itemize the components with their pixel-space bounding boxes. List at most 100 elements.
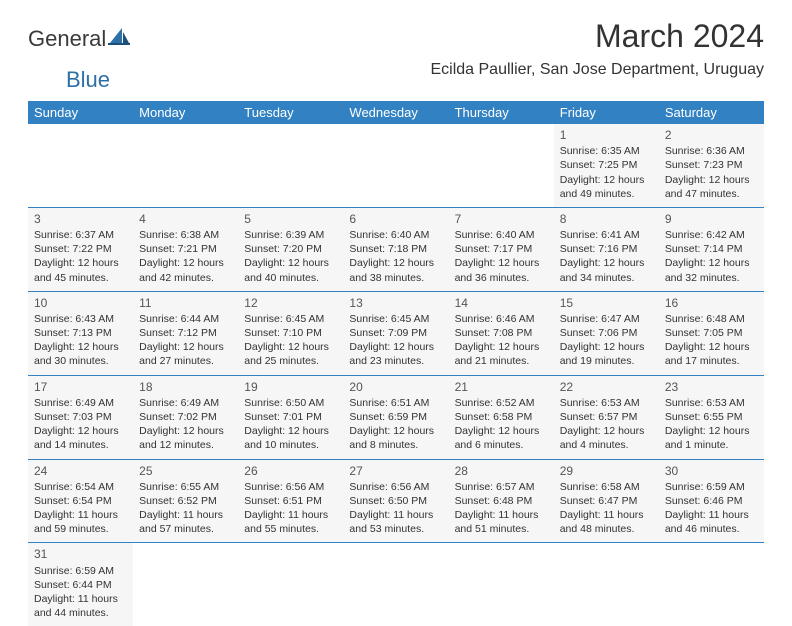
sunset-text: Sunset: 6:55 PM [665,410,758,424]
sunset-text: Sunset: 7:20 PM [244,242,337,256]
sunset-text: Sunset: 7:06 PM [560,326,653,340]
day-number: 9 [665,211,758,227]
calendar-cell: 11Sunrise: 6:44 AMSunset: 7:12 PMDayligh… [133,292,238,375]
daylight-text: Daylight: 12 hours and 4 minutes. [560,424,653,452]
sunrise-text: Sunrise: 6:37 AM [34,228,127,242]
calendar-cell: 30Sunrise: 6:59 AMSunset: 6:46 PMDayligh… [659,460,764,543]
day-header: Thursday [449,101,554,124]
sunrise-text: Sunrise: 6:52 AM [455,396,548,410]
sunset-text: Sunset: 7:02 PM [139,410,232,424]
day-number: 6 [349,211,442,227]
calendar-cell: 31Sunrise: 6:59 AMSunset: 6:44 PMDayligh… [28,543,133,626]
sunrise-text: Sunrise: 6:42 AM [665,228,758,242]
day-number: 1 [560,127,653,143]
day-number: 18 [139,379,232,395]
sunset-text: Sunset: 6:57 PM [560,410,653,424]
calendar-cell: 6Sunrise: 6:40 AMSunset: 7:18 PMDaylight… [343,208,448,291]
sunrise-text: Sunrise: 6:47 AM [560,312,653,326]
day-number: 13 [349,295,442,311]
sunset-text: Sunset: 6:46 PM [665,494,758,508]
daylight-text: Daylight: 12 hours and 14 minutes. [34,424,127,452]
sunrise-text: Sunrise: 6:59 AM [665,480,758,494]
calendar-cell [343,543,448,626]
sunrise-text: Sunrise: 6:50 AM [244,396,337,410]
sunrise-text: Sunrise: 6:57 AM [455,480,548,494]
day-header: Monday [133,101,238,124]
sunrise-text: Sunrise: 6:45 AM [244,312,337,326]
calendar: Sunday Monday Tuesday Wednesday Thursday… [28,101,764,626]
day-number: 22 [560,379,653,395]
sunrise-text: Sunrise: 6:43 AM [34,312,127,326]
calendar-cell [238,124,343,207]
day-header: Tuesday [238,101,343,124]
calendar-cell: 22Sunrise: 6:53 AMSunset: 6:57 PMDayligh… [554,376,659,459]
daylight-text: Daylight: 12 hours and 30 minutes. [34,340,127,368]
daylight-text: Daylight: 12 hours and 32 minutes. [665,256,758,284]
calendar-cell [659,543,764,626]
day-number: 7 [455,211,548,227]
sunrise-text: Sunrise: 6:35 AM [560,144,653,158]
daylight-text: Daylight: 11 hours and 44 minutes. [34,592,127,620]
calendar-row: 17Sunrise: 6:49 AMSunset: 7:03 PMDayligh… [28,376,764,460]
sunset-text: Sunset: 6:50 PM [349,494,442,508]
calendar-header-row: Sunday Monday Tuesday Wednesday Thursday… [28,101,764,124]
day-number: 16 [665,295,758,311]
daylight-text: Daylight: 12 hours and 38 minutes. [349,256,442,284]
daylight-text: Daylight: 12 hours and 49 minutes. [560,173,653,201]
daylight-text: Daylight: 11 hours and 48 minutes. [560,508,653,536]
day-number: 17 [34,379,127,395]
sunrise-text: Sunrise: 6:56 AM [349,480,442,494]
sunset-text: Sunset: 7:12 PM [139,326,232,340]
sunset-text: Sunset: 7:13 PM [34,326,127,340]
sunset-text: Sunset: 7:08 PM [455,326,548,340]
day-number: 25 [139,463,232,479]
day-number: 14 [455,295,548,311]
sunrise-text: Sunrise: 6:39 AM [244,228,337,242]
calendar-cell [554,543,659,626]
daylight-text: Daylight: 12 hours and 45 minutes. [34,256,127,284]
calendar-cell: 29Sunrise: 6:58 AMSunset: 6:47 PMDayligh… [554,460,659,543]
sunset-text: Sunset: 7:17 PM [455,242,548,256]
sunset-text: Sunset: 6:58 PM [455,410,548,424]
calendar-cell: 25Sunrise: 6:55 AMSunset: 6:52 PMDayligh… [133,460,238,543]
sunset-text: Sunset: 7:05 PM [665,326,758,340]
calendar-cell: 20Sunrise: 6:51 AMSunset: 6:59 PMDayligh… [343,376,448,459]
calendar-cell [28,124,133,207]
calendar-cell: 12Sunrise: 6:45 AMSunset: 7:10 PMDayligh… [238,292,343,375]
sunrise-text: Sunrise: 6:53 AM [560,396,653,410]
calendar-cell: 9Sunrise: 6:42 AMSunset: 7:14 PMDaylight… [659,208,764,291]
calendar-cell: 8Sunrise: 6:41 AMSunset: 7:16 PMDaylight… [554,208,659,291]
sunrise-text: Sunrise: 6:49 AM [34,396,127,410]
day-number: 5 [244,211,337,227]
day-number: 15 [560,295,653,311]
day-number: 29 [560,463,653,479]
calendar-cell: 21Sunrise: 6:52 AMSunset: 6:58 PMDayligh… [449,376,554,459]
calendar-cell: 2Sunrise: 6:36 AMSunset: 7:23 PMDaylight… [659,124,764,207]
daylight-text: Daylight: 12 hours and 17 minutes. [665,340,758,368]
day-number: 21 [455,379,548,395]
calendar-cell: 13Sunrise: 6:45 AMSunset: 7:09 PMDayligh… [343,292,448,375]
daylight-text: Daylight: 12 hours and 47 minutes. [665,173,758,201]
sunset-text: Sunset: 6:47 PM [560,494,653,508]
calendar-cell: 27Sunrise: 6:56 AMSunset: 6:50 PMDayligh… [343,460,448,543]
day-number: 27 [349,463,442,479]
calendar-row: 31Sunrise: 6:59 AMSunset: 6:44 PMDayligh… [28,543,764,626]
sunset-text: Sunset: 6:51 PM [244,494,337,508]
sunset-text: Sunset: 7:14 PM [665,242,758,256]
calendar-cell: 1Sunrise: 6:35 AMSunset: 7:25 PMDaylight… [554,124,659,207]
day-number: 4 [139,211,232,227]
calendar-cell: 18Sunrise: 6:49 AMSunset: 7:02 PMDayligh… [133,376,238,459]
sunrise-text: Sunrise: 6:54 AM [34,480,127,494]
daylight-text: Daylight: 11 hours and 57 minutes. [139,508,232,536]
daylight-text: Daylight: 12 hours and 12 minutes. [139,424,232,452]
calendar-body: 1Sunrise: 6:35 AMSunset: 7:25 PMDaylight… [28,124,764,626]
calendar-cell: 7Sunrise: 6:40 AMSunset: 7:17 PMDaylight… [449,208,554,291]
daylight-text: Daylight: 12 hours and 23 minutes. [349,340,442,368]
sunrise-text: Sunrise: 6:38 AM [139,228,232,242]
calendar-cell [449,124,554,207]
sunrise-text: Sunrise: 6:53 AM [665,396,758,410]
month-title: March 2024 [430,18,764,55]
daylight-text: Daylight: 11 hours and 53 minutes. [349,508,442,536]
sunrise-text: Sunrise: 6:40 AM [455,228,548,242]
sunset-text: Sunset: 7:18 PM [349,242,442,256]
